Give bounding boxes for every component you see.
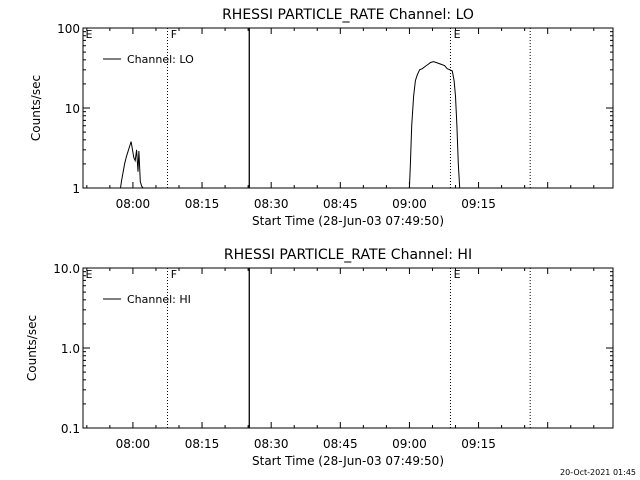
hi-x-tick-label: 09:15: [461, 437, 496, 451]
hi-chart-title: RHESSI PARTICLE_RATE Channel: HI: [224, 247, 472, 263]
hi-x-tick-label: 08:30: [254, 437, 289, 451]
lo-series-line: [408, 61, 461, 189]
lo-x-tick-label: 08:00: [116, 197, 151, 211]
lo-channel-panel: RHESSI PARTICLE_RATE Channel: LO Counts/…: [29, 7, 614, 228]
hi-x-tick-label: 08:15: [185, 437, 220, 451]
footer-timestamp: 20-Oct-2021 01:45: [560, 468, 636, 477]
hi-x-axis-label: Start Time (28-Jun-03 07:49:50): [252, 454, 444, 468]
hi-flag-label: E: [454, 268, 461, 281]
lo-flag-label: F: [171, 28, 177, 41]
hi-x-tick-label: 08:45: [323, 437, 358, 451]
hi-y-tick-label: 1.0: [61, 342, 80, 356]
lo-x-tick-label: 08:15: [185, 197, 220, 211]
lo-x-tick-label: 08:30: [254, 197, 289, 211]
hi-x-tick-label: 09:00: [392, 437, 427, 451]
lo-x-axis-label: Start Time (28-Jun-03 07:49:50): [252, 214, 444, 228]
lo-flag-label: E: [85, 28, 92, 41]
lo-chart-title: RHESSI PARTICLE_RATE Channel: LO: [222, 7, 474, 23]
lo-flag-label: E: [454, 28, 461, 41]
lo-x-tick-label: 09:15: [461, 197, 496, 211]
hi-legend-label: Channel: HI: [127, 293, 191, 306]
hi-channel-panel: RHESSI PARTICLE_RATE Channel: HI Counts/…: [25, 247, 614, 468]
lo-y-tick-label: 100: [57, 22, 80, 36]
hi-x-tick-label: 08:00: [116, 437, 151, 451]
hi-flag-label: E: [85, 268, 92, 281]
hi-flag-label: F: [171, 268, 177, 281]
lo-y-axis-label: Counts/sec: [29, 75, 43, 141]
hi-y-tick-label: 0.1: [61, 422, 80, 436]
lo-x-tick-label: 09:00: [392, 197, 427, 211]
hi-y-tick-label: 10.0: [53, 262, 80, 276]
lo-y-tick-label: 1: [72, 182, 80, 196]
lo-y-tick-label: 10: [65, 102, 80, 116]
lo-series-line: [120, 141, 144, 189]
hi-y-axis-label: Counts/sec: [25, 315, 39, 381]
lo-x-tick-label: 08:45: [323, 197, 358, 211]
lo-legend-label: Channel: LO: [127, 53, 194, 66]
